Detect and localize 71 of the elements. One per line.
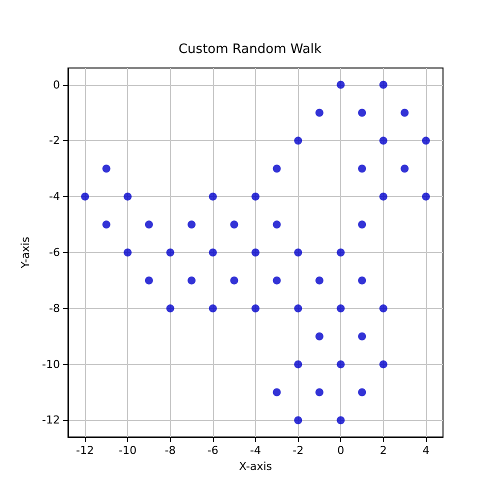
point	[144, 276, 153, 284]
point	[315, 388, 324, 396]
point	[358, 388, 366, 396]
point	[315, 332, 324, 340]
point	[379, 136, 388, 145]
point	[252, 192, 260, 201]
point	[336, 360, 345, 368]
point	[294, 248, 302, 256]
point	[358, 276, 366, 284]
point	[272, 164, 281, 173]
point	[230, 220, 238, 229]
point	[272, 220, 281, 229]
point	[315, 108, 324, 117]
point	[379, 304, 388, 312]
point	[400, 164, 409, 173]
point	[379, 360, 388, 368]
point	[422, 192, 430, 201]
point	[124, 248, 132, 256]
point	[294, 304, 302, 312]
y-tick-label: -12	[42, 414, 60, 427]
point	[336, 248, 345, 256]
point	[336, 80, 345, 89]
point	[358, 220, 366, 229]
point	[379, 80, 388, 89]
point	[358, 164, 366, 173]
point	[208, 304, 217, 312]
point	[252, 248, 260, 256]
point	[315, 276, 324, 284]
point	[208, 248, 217, 256]
point	[144, 220, 153, 229]
point	[102, 164, 110, 173]
x-axis-title: X-axis	[239, 460, 272, 473]
point	[379, 192, 388, 201]
point	[188, 220, 196, 229]
point	[166, 248, 174, 256]
y-axis-title: Y-axis	[19, 236, 32, 270]
point	[81, 192, 90, 201]
point	[102, 220, 110, 229]
x-tick-label: -8	[164, 444, 176, 457]
point	[124, 192, 132, 201]
point	[208, 192, 217, 201]
point	[252, 304, 260, 312]
y-tick-label: -6	[49, 246, 60, 259]
point	[358, 332, 366, 340]
point	[294, 136, 302, 145]
x-tick-label: 2	[380, 444, 387, 457]
x-tick-label: -2	[292, 444, 304, 457]
point	[400, 108, 409, 117]
x-tick-label: -12	[76, 444, 94, 457]
x-tick-label: -6	[207, 444, 218, 457]
chart-title: Custom Random Walk	[178, 42, 322, 57]
point	[294, 416, 302, 424]
point	[358, 108, 366, 117]
x-tick-label: -4	[250, 444, 261, 457]
point	[336, 304, 345, 312]
point	[272, 388, 281, 396]
point	[422, 136, 430, 145]
x-tick-label: 0	[337, 444, 344, 457]
x-tick-label: 4	[422, 444, 430, 457]
point	[272, 276, 281, 284]
point	[230, 276, 238, 284]
point	[166, 304, 174, 312]
y-tick-label: -2	[49, 134, 60, 148]
point	[294, 360, 302, 368]
point	[336, 416, 345, 424]
x-tick-label: -10	[118, 444, 137, 457]
y-tick-label: -10	[42, 358, 60, 371]
point	[188, 276, 196, 284]
y-tick-label: -4	[49, 190, 60, 204]
y-tick-label: -8	[49, 302, 60, 315]
y-tick-label: 0	[53, 78, 60, 92]
